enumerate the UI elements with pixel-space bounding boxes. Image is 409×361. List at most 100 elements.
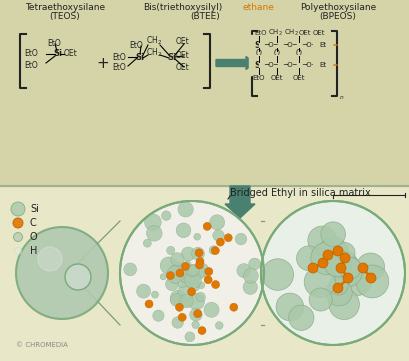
Text: Et: Et <box>318 42 325 48</box>
Circle shape <box>198 282 204 289</box>
Circle shape <box>209 215 224 230</box>
Circle shape <box>178 313 186 321</box>
Text: (BPEOS): (BPEOS) <box>319 13 355 22</box>
Text: OEt: OEt <box>292 75 305 81</box>
Circle shape <box>151 291 158 298</box>
Text: (TEOS): (TEOS) <box>49 13 80 22</box>
Text: O: O <box>273 49 279 58</box>
Text: $_n$: $_n$ <box>338 92 344 101</box>
Circle shape <box>170 277 176 283</box>
Circle shape <box>183 261 191 268</box>
Circle shape <box>357 263 367 273</box>
Circle shape <box>65 264 91 290</box>
Circle shape <box>330 257 348 277</box>
Circle shape <box>186 264 198 277</box>
Circle shape <box>248 258 260 270</box>
Circle shape <box>332 251 357 276</box>
Text: OEt: OEt <box>175 36 189 45</box>
Circle shape <box>195 261 203 269</box>
Text: +: + <box>97 56 109 70</box>
Circle shape <box>204 276 211 284</box>
Circle shape <box>181 262 189 270</box>
Circle shape <box>193 310 201 318</box>
Circle shape <box>261 259 293 290</box>
Circle shape <box>177 284 193 301</box>
Circle shape <box>143 239 151 247</box>
Circle shape <box>203 222 211 230</box>
Circle shape <box>204 302 218 317</box>
Circle shape <box>324 249 351 277</box>
Circle shape <box>317 258 327 268</box>
Circle shape <box>166 246 174 255</box>
Text: Si: Si <box>30 204 39 214</box>
Circle shape <box>355 265 388 298</box>
Circle shape <box>196 292 205 302</box>
Circle shape <box>211 280 219 288</box>
Circle shape <box>120 201 263 345</box>
Text: OEt: OEt <box>64 49 78 58</box>
Circle shape <box>216 238 224 246</box>
Circle shape <box>204 268 212 275</box>
Circle shape <box>188 293 204 310</box>
Circle shape <box>275 293 303 321</box>
Text: H: H <box>30 246 37 256</box>
Circle shape <box>338 257 360 279</box>
Text: ─O─: ─O─ <box>301 42 315 48</box>
Circle shape <box>181 247 195 261</box>
Text: EtO: EtO <box>24 49 38 58</box>
Circle shape <box>224 234 231 242</box>
Circle shape <box>198 327 205 335</box>
Circle shape <box>328 276 347 295</box>
Text: Si: Si <box>135 52 144 61</box>
Text: OEt: OEt <box>175 64 189 73</box>
Circle shape <box>187 273 198 284</box>
Text: CH$_2$: CH$_2$ <box>267 28 282 38</box>
Text: ─O─: ─O─ <box>282 62 296 68</box>
Circle shape <box>170 253 184 266</box>
Circle shape <box>173 262 184 273</box>
Text: Et: Et <box>318 62 325 68</box>
Circle shape <box>261 201 404 345</box>
Circle shape <box>184 265 191 272</box>
Circle shape <box>180 294 193 308</box>
Text: Si: Si <box>254 61 263 70</box>
Text: Si: Si <box>294 61 303 70</box>
Text: ─O─: ─O─ <box>263 42 277 48</box>
Circle shape <box>243 268 258 283</box>
Circle shape <box>16 227 108 319</box>
Circle shape <box>181 297 190 306</box>
FancyArrow shape <box>216 57 254 70</box>
Circle shape <box>235 233 246 245</box>
Circle shape <box>325 279 351 306</box>
Circle shape <box>175 303 183 311</box>
Circle shape <box>166 266 183 283</box>
Text: EtO: EtO <box>129 40 142 49</box>
Circle shape <box>339 253 349 263</box>
Circle shape <box>212 230 224 241</box>
Text: Si: Si <box>272 61 281 70</box>
Circle shape <box>170 294 183 306</box>
Text: O: O <box>30 232 38 242</box>
Circle shape <box>320 222 345 247</box>
Text: EtO: EtO <box>112 52 126 61</box>
Text: Bis(triethoxysilyl): Bis(triethoxysilyl) <box>143 3 222 12</box>
Text: Si: Si <box>294 40 303 49</box>
Circle shape <box>215 322 222 329</box>
Circle shape <box>171 317 183 328</box>
Text: OEt: OEt <box>312 30 324 36</box>
Circle shape <box>322 250 332 260</box>
Circle shape <box>296 246 321 271</box>
Circle shape <box>14 248 21 255</box>
Circle shape <box>188 280 200 291</box>
Text: © CHROMEDIA: © CHROMEDIA <box>16 342 68 348</box>
Circle shape <box>160 274 166 280</box>
Text: ─O─: ─O─ <box>282 42 296 48</box>
Circle shape <box>189 308 202 321</box>
Circle shape <box>191 321 199 329</box>
Text: Si: Si <box>272 40 281 49</box>
Circle shape <box>145 300 153 308</box>
Text: Polyethoxysilane: Polyethoxysilane <box>299 3 375 12</box>
Circle shape <box>307 263 317 273</box>
Text: OEt: OEt <box>175 51 189 60</box>
Circle shape <box>332 246 342 256</box>
